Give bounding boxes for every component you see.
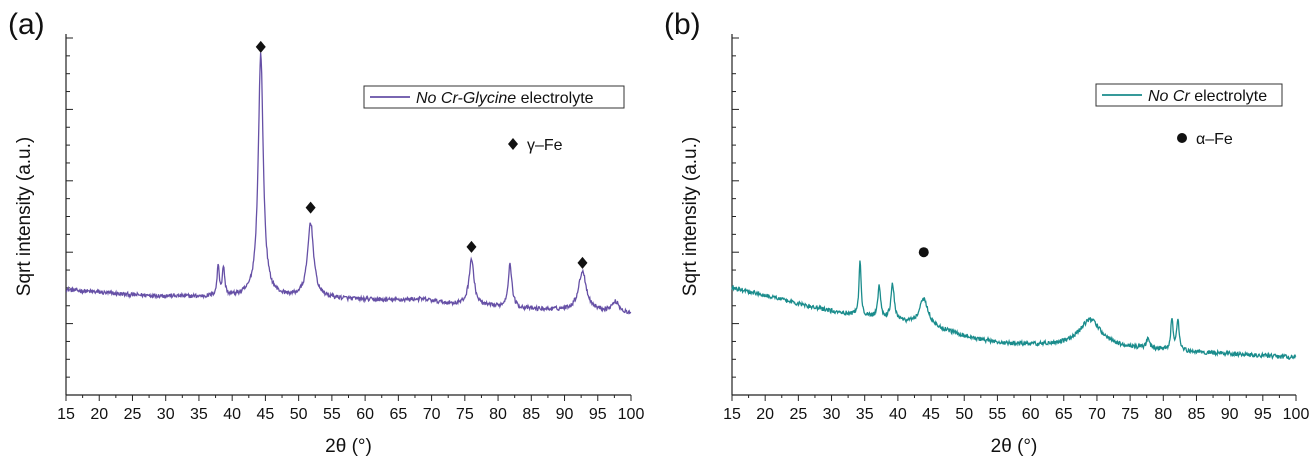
panel-b-chart: (b) 15 20 25 30 35 40 45 50 55 60 65 70 75 80 85 90 95 10… (656, 0, 1312, 461)
legend-box (1095, 83, 1283, 107)
x-tick-label: 35 (856, 406, 874, 423)
x-tick-label: 40 (223, 406, 241, 423)
x-axis-label: 2θ (°) (991, 436, 1038, 457)
x-tick-label: 80 (489, 406, 507, 423)
y-axis-label: Sqrt intensity (a.u.) (14, 137, 35, 296)
x-tick-label: 20 (90, 406, 108, 423)
phase-marker (577, 256, 588, 269)
legend-label: No Cr electrolyte (1148, 88, 1267, 105)
x-tick-label: 85 (522, 406, 540, 423)
x-tick-label: 50 (290, 406, 308, 423)
x-tick-label: 55 (989, 406, 1007, 423)
phase-marker (918, 247, 929, 258)
phase-legend-symbol (508, 138, 518, 150)
panel-b-label: (b) (664, 8, 701, 41)
legend-label: No Cr-Glycine electrolyte (416, 90, 594, 107)
x-tick-label: 90 (556, 406, 574, 423)
phase-marker (466, 240, 477, 253)
x-tick-label: 95 (589, 406, 607, 423)
phase-marker (305, 201, 316, 214)
phase-marker (255, 40, 266, 53)
x-tick-label: 25 (789, 406, 807, 423)
series-line (731, 260, 1297, 361)
x-tick-label: 50 (955, 406, 973, 423)
x-tick-label: 60 (1022, 406, 1040, 423)
legend-label-part: No Cr (1148, 88, 1190, 105)
legend-label-part: electrolyte (516, 90, 593, 107)
x-tick-label: 15 (723, 406, 741, 423)
x-tick-label: 55 (323, 406, 341, 423)
legend-box (363, 85, 625, 109)
x-tick-label: 65 (1055, 406, 1073, 423)
panel-b-plot: 15 20 25 30 35 40 45 50 55 60 65 70 75 80 85 90 95 100 2θ … (680, 34, 1310, 457)
x-tick-label: 30 (157, 406, 175, 423)
x-tick-label: 75 (456, 406, 474, 423)
x-tick-label: 100 (618, 406, 645, 423)
x-tick-label: 80 (1154, 406, 1172, 423)
panel-a-chart: (a) 15 20 25 30 35 40 45 50 55 60 65 70 75 80 85 90 95 10… (8, 8, 645, 457)
panel-a-label: (a) (8, 8, 45, 41)
x-tick-label: 45 (922, 406, 940, 423)
legend-label-part: electrolyte (1190, 88, 1267, 105)
x-tick-label: 25 (124, 406, 142, 423)
x-tick-label: 15 (57, 406, 75, 423)
legend-label-part: No Cr-Glycine (416, 90, 516, 107)
x-tick-label: 70 (423, 406, 441, 423)
x-tick-label: 35 (190, 406, 208, 423)
series-line (65, 52, 632, 315)
phase-legend-label: γ–Fe (527, 137, 563, 154)
x-tick-label: 90 (1221, 406, 1239, 423)
x-tick-label: 65 (389, 406, 407, 423)
x-tick-label: 85 (1188, 406, 1206, 423)
x-tick-label: 40 (889, 406, 907, 423)
x-tick-label: 100 (1283, 406, 1310, 423)
x-tick-label: 70 (1088, 406, 1106, 423)
x-axis-label: 2θ (°) (325, 436, 372, 457)
phase-legend-label: α–Fe (1196, 131, 1233, 148)
x-tick-label: 30 (823, 406, 841, 423)
phase-legend-symbol (1177, 133, 1187, 143)
y-axis-label: Sqrt intensity (a.u.) (680, 137, 701, 296)
x-tick-label: 45 (257, 406, 275, 423)
x-tick-label: 95 (1254, 406, 1272, 423)
panel-a-plot: 15 20 25 30 35 40 45 50 55 60 65 70 75 80 85 90 95 100 2θ … (14, 34, 645, 457)
x-tick-label: 20 (756, 406, 774, 423)
x-tick-label: 60 (356, 406, 374, 423)
x-tick-label: 75 (1121, 406, 1139, 423)
